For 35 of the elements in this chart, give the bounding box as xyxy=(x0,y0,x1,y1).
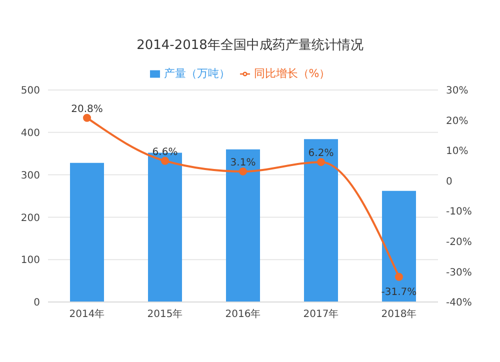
y2-tick-label: 20% xyxy=(446,116,468,127)
y-tick-label: 0 xyxy=(34,298,40,309)
y2-tick-label: 0 xyxy=(446,176,452,188)
point xyxy=(317,158,325,166)
y2-tick-label: -10% xyxy=(446,206,472,218)
point xyxy=(161,156,169,165)
chart-title: 2014-2018年全国中成药产量统计情况 xyxy=(136,37,364,55)
bar xyxy=(70,162,104,302)
y2-tick-label: -30% xyxy=(446,267,472,278)
point xyxy=(239,167,247,176)
data-label: 6.2% xyxy=(308,148,334,160)
bar xyxy=(382,190,416,302)
data-label: 20.8% xyxy=(71,104,103,115)
legend-label: 同比增长（%） xyxy=(254,67,330,80)
y-tick-label: 500 xyxy=(20,86,40,97)
y-tick-label: 200 xyxy=(20,212,40,224)
x-tick-label: 2016年 xyxy=(225,308,261,320)
x-tick-label: 2014年 xyxy=(69,308,105,320)
y-tick-label: 300 xyxy=(20,170,40,182)
bar xyxy=(226,149,260,302)
x-tick-label: 2018年 xyxy=(381,308,417,320)
y-tick-label: 400 xyxy=(20,128,40,139)
y2-tick-label: 10% xyxy=(446,146,468,158)
legend-label: 产量（万吨） xyxy=(164,67,230,80)
data-label: 3.1% xyxy=(230,157,256,168)
y2-tick-label: -20% xyxy=(446,236,472,248)
x-tick-label: 2017年 xyxy=(303,308,339,320)
data-label: 6.6% xyxy=(152,146,178,158)
y-tick-label: 100 xyxy=(20,255,40,266)
x-tick-label: 2015年 xyxy=(147,308,183,320)
bar xyxy=(304,139,338,302)
point xyxy=(83,114,91,122)
point xyxy=(395,272,403,281)
y2-tick-label: 30% xyxy=(446,86,468,97)
y2-tick-label: -40% xyxy=(446,298,472,309)
